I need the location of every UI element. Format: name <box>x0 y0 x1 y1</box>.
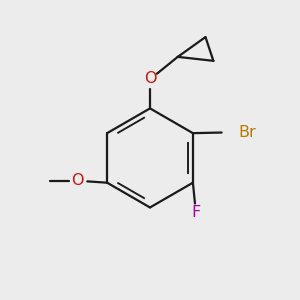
Text: F: F <box>191 205 200 220</box>
Text: O: O <box>71 173 84 188</box>
Text: O: O <box>144 71 156 86</box>
Text: Br: Br <box>238 125 256 140</box>
